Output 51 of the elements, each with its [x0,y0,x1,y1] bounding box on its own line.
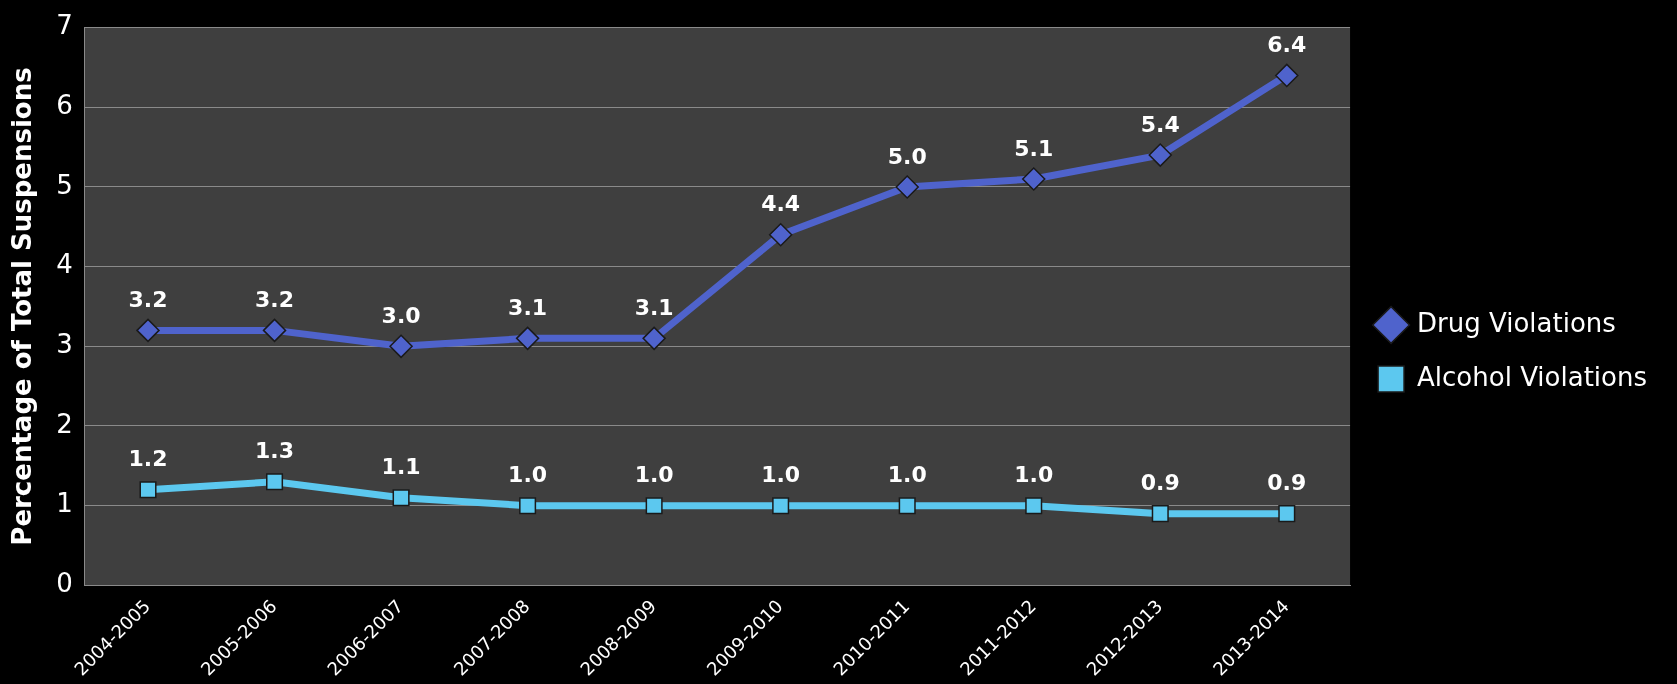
data-label: 3.2 [128,287,168,313]
point [1148,143,1173,167]
y-tick-label: 1 [56,488,73,519]
data-label: 1.3 [255,438,295,464]
point [645,497,663,515]
data-label: 0.9 [1140,470,1180,496]
point [1275,63,1299,88]
data-label: 1.0 [887,462,927,488]
point [392,489,410,507]
point [519,497,537,515]
point [642,326,666,351]
data-label: 5.0 [887,143,927,169]
y-tick-label: 6 [56,90,73,121]
data-label: 1.1 [381,454,421,480]
y-tick-label: 3 [56,329,73,360]
point [1278,505,1296,523]
legend-label: Alcohol Violations [1417,361,1647,392]
y-tick-label: 0 [56,568,73,599]
point [1021,167,1046,191]
point [139,481,157,499]
point [772,497,790,515]
data-label: 3.1 [634,295,674,321]
y-tick-label: 4 [56,249,73,280]
point [266,473,284,491]
data-label: 4.4 [761,191,801,217]
point [895,175,919,199]
point [262,318,287,343]
data-label: 5.4 [1140,111,1180,137]
point [768,223,793,247]
y-tick-label: 2 [56,408,73,439]
point [389,334,413,359]
data-label: 5.1 [1014,135,1054,161]
data-label: 6.4 [1267,32,1307,58]
data-label: 1.0 [634,462,674,488]
point [1151,505,1169,523]
y-tick-label: 7 [56,10,73,41]
point [1025,497,1043,515]
data-label: 1.2 [128,446,168,472]
data-label: 3.0 [381,303,421,329]
data-label: 1.0 [761,462,801,488]
data-label: 3.2 [255,287,295,313]
point [898,497,916,515]
data-label: 0.9 [1267,470,1307,496]
data-label: 1.0 [508,462,548,488]
legend-label: Drug Violations [1417,307,1616,338]
point [136,318,160,343]
y-tick-label: 5 [56,169,73,200]
y-axis-title: Percentage of Total Suspensions [7,67,38,546]
data-label: 3.1 [508,295,548,321]
point [515,326,540,351]
data-label: 1.0 [1014,462,1054,488]
